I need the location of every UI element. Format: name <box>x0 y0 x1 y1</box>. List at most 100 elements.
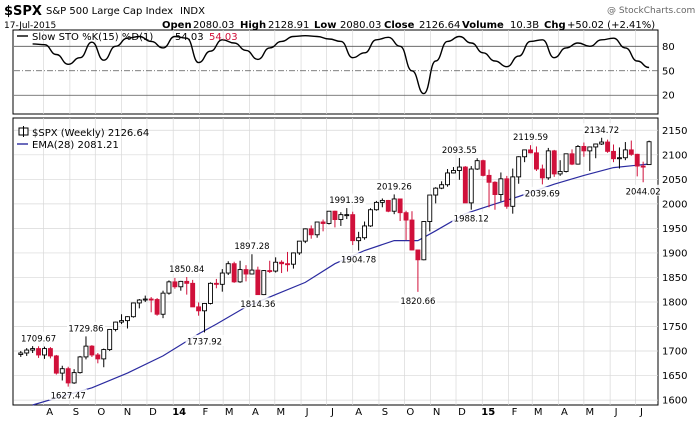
x-tick-label: A <box>561 407 568 418</box>
candle-body-down <box>403 212 409 221</box>
price-panel <box>12 117 659 406</box>
candle-body-up <box>59 368 65 374</box>
high-label: High <box>240 20 266 31</box>
candle-body-down <box>415 249 421 261</box>
annotation-background <box>339 253 378 265</box>
annotation-background <box>375 179 414 191</box>
price-annotation-label: 1709.67 <box>21 334 56 344</box>
candle-body-up <box>646 141 652 166</box>
symbol-title: $SPX <box>4 4 42 19</box>
annotation-background <box>49 389 88 401</box>
price-annotation-label: 1814.36 <box>240 300 275 310</box>
x-tick-label: J <box>330 407 334 418</box>
candle-body-down <box>462 166 468 204</box>
price-y-tick-label: 1750 <box>662 322 687 333</box>
stochastic-k-line <box>32 34 650 95</box>
candle-body-down <box>528 149 533 154</box>
candle-body-up <box>439 184 445 189</box>
candle-body-down <box>551 150 557 175</box>
candle-body-up <box>136 299 142 304</box>
candle-body-down <box>569 153 575 165</box>
annotation-background <box>452 212 491 224</box>
x-tick-label: M <box>534 407 543 418</box>
candle-body-up <box>237 269 243 283</box>
price-y-tick-label: 2150 <box>662 126 687 137</box>
x-tick-label: N <box>433 407 440 418</box>
candle-body-up <box>261 270 267 296</box>
price-y-axis: 1600 1650 1700 1750 1800 1850 1900 1950 2000 2050… <box>662 126 687 407</box>
x-tick-label: J <box>305 407 309 418</box>
candle-body-up <box>498 178 504 195</box>
x-tick-label: D <box>149 407 157 418</box>
low-label: Low <box>314 20 336 31</box>
price-y-tick-label: 2100 <box>662 150 687 161</box>
price-annotation-label: 1897.28 <box>234 242 269 252</box>
candle-body-down <box>634 153 640 167</box>
annotation-background <box>327 193 366 205</box>
stochastic-k-value: 54.03 <box>175 32 204 43</box>
price-annotation-label: 1991.39 <box>329 196 364 206</box>
candle-body-up <box>107 328 113 351</box>
x-tick-label: S <box>382 407 388 418</box>
price-annotation-label: 1850.84 <box>169 265 204 275</box>
candle-body-down <box>385 199 391 212</box>
price-annotation-label: 1904.78 <box>341 256 376 266</box>
candle-body-up <box>290 252 296 265</box>
candle-body-up <box>178 280 184 288</box>
candle-body-up <box>362 225 368 239</box>
candle-body-up <box>77 356 83 374</box>
price-annotation-label: 2044.02 <box>626 187 661 197</box>
candle-body-down <box>154 299 160 315</box>
candle-body-up <box>314 221 320 236</box>
candle-body-up <box>42 348 47 356</box>
price-annotation-label: 1820.66 <box>400 297 435 307</box>
annotation-background <box>66 321 105 333</box>
x-tick-label: J <box>639 407 643 418</box>
candle-body-up <box>427 194 433 222</box>
candle-body-down <box>47 348 53 357</box>
annotation-background <box>238 297 277 309</box>
candle-body-down <box>409 219 415 251</box>
price-y-tick-label: 1700 <box>662 347 687 358</box>
candle-body-up <box>616 157 622 160</box>
candle-body-up <box>225 263 231 274</box>
candle-body-up <box>296 240 302 254</box>
candle-body-down <box>231 263 237 283</box>
candle-body-down <box>492 181 498 195</box>
candle-body-up <box>83 345 89 358</box>
candle-body-up <box>593 143 599 148</box>
price-y-tick-label: 1600 <box>662 396 687 407</box>
candle-body-down <box>243 269 249 275</box>
price-y-tick-label: 1800 <box>662 297 687 308</box>
annotation-background <box>19 331 58 343</box>
candle-body-down <box>397 198 403 214</box>
candle-body-down <box>332 210 338 221</box>
candle-body-down <box>320 221 326 224</box>
price-y-tick-label: 1900 <box>662 248 687 259</box>
candle-body-up <box>421 221 427 261</box>
candle-body-up <box>575 146 581 165</box>
candle-body-down <box>148 298 154 301</box>
annotation-background <box>185 334 224 346</box>
candle-body-up <box>522 149 528 158</box>
candle-body-down <box>172 281 178 288</box>
price-legend-label: $SPX (Weekly) 2126.64 <box>32 128 149 139</box>
candle-body-down <box>95 354 101 360</box>
candle-body-up <box>510 176 516 207</box>
annotation-background <box>167 262 206 274</box>
candle-body-down <box>89 345 95 356</box>
x-tick-label: A <box>252 407 259 418</box>
price-annotation-label: 2119.59 <box>513 133 548 143</box>
x-tick-label: N <box>124 407 131 418</box>
stochastic-y-axis: 20 50 80 <box>662 42 675 102</box>
candle-body-down <box>581 146 587 152</box>
candle-body-up <box>326 210 332 224</box>
candle-body-down <box>480 160 486 176</box>
x-tick-label: M <box>586 407 595 418</box>
x-tick-label: A <box>355 407 362 418</box>
candle-body-down <box>308 228 314 236</box>
candle-body-down <box>267 270 273 273</box>
candle-body-down <box>628 149 634 155</box>
candle-body-down <box>605 141 611 152</box>
